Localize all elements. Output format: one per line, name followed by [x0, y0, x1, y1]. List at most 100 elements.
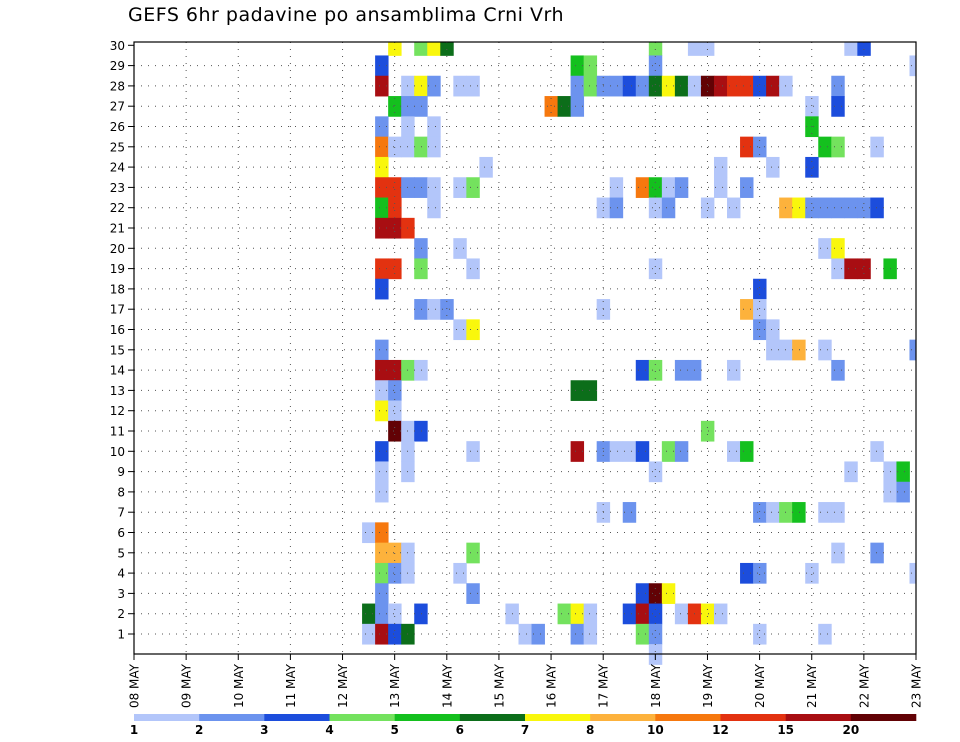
heatmap-cell	[844, 42, 858, 56]
y-tick-label: 21	[110, 222, 125, 236]
heatmap-cell	[792, 197, 806, 219]
x-tick-label: 18 MAY	[649, 663, 663, 708]
heatmap-cell	[713, 603, 728, 625]
x-tick-label: 19 MAY	[701, 663, 715, 708]
heatmap-cell	[466, 258, 480, 280]
legend-swatch	[590, 714, 656, 721]
legend-label: 12	[712, 723, 729, 737]
heatmap-cell	[713, 156, 728, 178]
heatmap-cell	[805, 96, 819, 117]
heatmap-cell	[466, 441, 480, 462]
heatmap-cell	[740, 177, 754, 198]
heatmap-cell	[414, 258, 428, 280]
heatmap-cell	[857, 42, 871, 56]
heatmap-cell	[896, 461, 910, 483]
legend-swatch	[199, 714, 265, 721]
heatmap-cell	[609, 75, 624, 97]
legend-label: 2	[195, 723, 203, 737]
heatmap-cell	[713, 177, 728, 198]
x-tick-label: 12 MAY	[336, 663, 350, 708]
y-tick-label: 14	[110, 364, 125, 378]
heatmap-cell	[375, 400, 389, 422]
heatmap-cell	[388, 400, 402, 422]
y-tick-label: 13	[110, 384, 125, 398]
heatmap-cell	[674, 603, 689, 625]
heatmap-cell	[609, 177, 624, 198]
heatmap-cell	[414, 136, 428, 158]
heatmap-cell	[375, 116, 389, 138]
heatmap-cell	[375, 197, 389, 219]
x-tick-label: 11 MAY	[284, 663, 298, 708]
heatmap-cell	[375, 156, 389, 178]
heatmap-cell	[570, 380, 585, 401]
heatmap-cell	[766, 339, 780, 361]
heatmap-cell	[375, 258, 389, 280]
y-tick-label: 15	[110, 343, 125, 357]
y-tick-label: 16	[110, 323, 125, 337]
y-tick-label: 22	[110, 201, 125, 215]
y-tick-label: 9	[117, 465, 125, 479]
heatmap-cell	[453, 562, 467, 584]
heatmap-cell	[414, 359, 428, 381]
heatmap-cell	[570, 623, 585, 645]
chart-title: GEFS 6hr padavine po ansamblima Crni Vrh	[128, 4, 564, 26]
heatmap-cell	[700, 75, 715, 97]
heatmap-cell	[362, 603, 376, 625]
heatmap-cell	[635, 623, 650, 645]
plot-frame	[133, 41, 917, 655]
heatmap-cell	[388, 42, 402, 56]
heatmap-cell	[375, 461, 389, 483]
heatmap-cell	[648, 75, 663, 97]
heatmap-cell	[531, 623, 545, 645]
heatmap-cell	[453, 177, 467, 198]
y-tick-label: 30	[110, 39, 125, 53]
heatmap-cell	[753, 623, 767, 645]
y-tick-label: 19	[110, 262, 125, 276]
x-tick-label: 13 MAY	[388, 663, 402, 708]
heatmap-cell	[466, 583, 480, 604]
heatmap-cell	[844, 197, 858, 219]
heatmap-cell	[388, 258, 402, 280]
heatmap-cell	[466, 177, 480, 198]
heatmap-cell	[648, 197, 663, 219]
heatmap-cell	[414, 42, 428, 56]
heatmap-cell	[700, 42, 715, 56]
heatmap-cell	[362, 623, 376, 645]
legend-label: 1	[130, 723, 138, 737]
x-tick-label: 22 MAY	[857, 663, 871, 708]
heatmap-cell	[557, 96, 572, 117]
heatmap-cell	[635, 583, 650, 604]
heatmap-cell	[713, 75, 728, 97]
heatmap-cell	[544, 96, 558, 117]
heatmap-cell	[805, 197, 819, 219]
heatmap-cell	[661, 75, 676, 97]
heatmap-cell	[674, 177, 689, 198]
heatmap-cell	[414, 96, 428, 117]
x-tick-label: 21 MAY	[805, 663, 819, 708]
heatmap-cell	[857, 197, 871, 219]
heatmap-cell	[375, 339, 389, 361]
heatmap-cell	[831, 75, 845, 97]
heatmap-cell	[557, 603, 572, 625]
heatmap-cell	[818, 339, 832, 361]
heatmap-cell	[414, 603, 428, 625]
heatmap-cell	[792, 502, 806, 523]
y-tick-label: 2	[117, 607, 125, 621]
heatmap-cell	[427, 177, 441, 198]
heatmap-cell	[818, 502, 832, 523]
heatmap-cell	[414, 238, 428, 259]
heatmap-cell	[792, 339, 806, 361]
heatmap-cell	[453, 319, 467, 341]
heatmap-cell	[375, 623, 389, 645]
heatmap-cell	[388, 380, 402, 401]
heatmap-cell	[427, 42, 441, 56]
heatmap-cell	[818, 136, 832, 158]
y-tick-label: 17	[110, 303, 125, 317]
heatmap-cell	[375, 75, 389, 97]
heatmap-cell	[622, 75, 637, 97]
legend-label: 15	[777, 723, 794, 737]
heatmap-cell	[831, 258, 845, 280]
heatmap-cell	[570, 441, 585, 462]
heatmap-cell	[375, 481, 389, 503]
heatmap-cell	[414, 420, 428, 442]
